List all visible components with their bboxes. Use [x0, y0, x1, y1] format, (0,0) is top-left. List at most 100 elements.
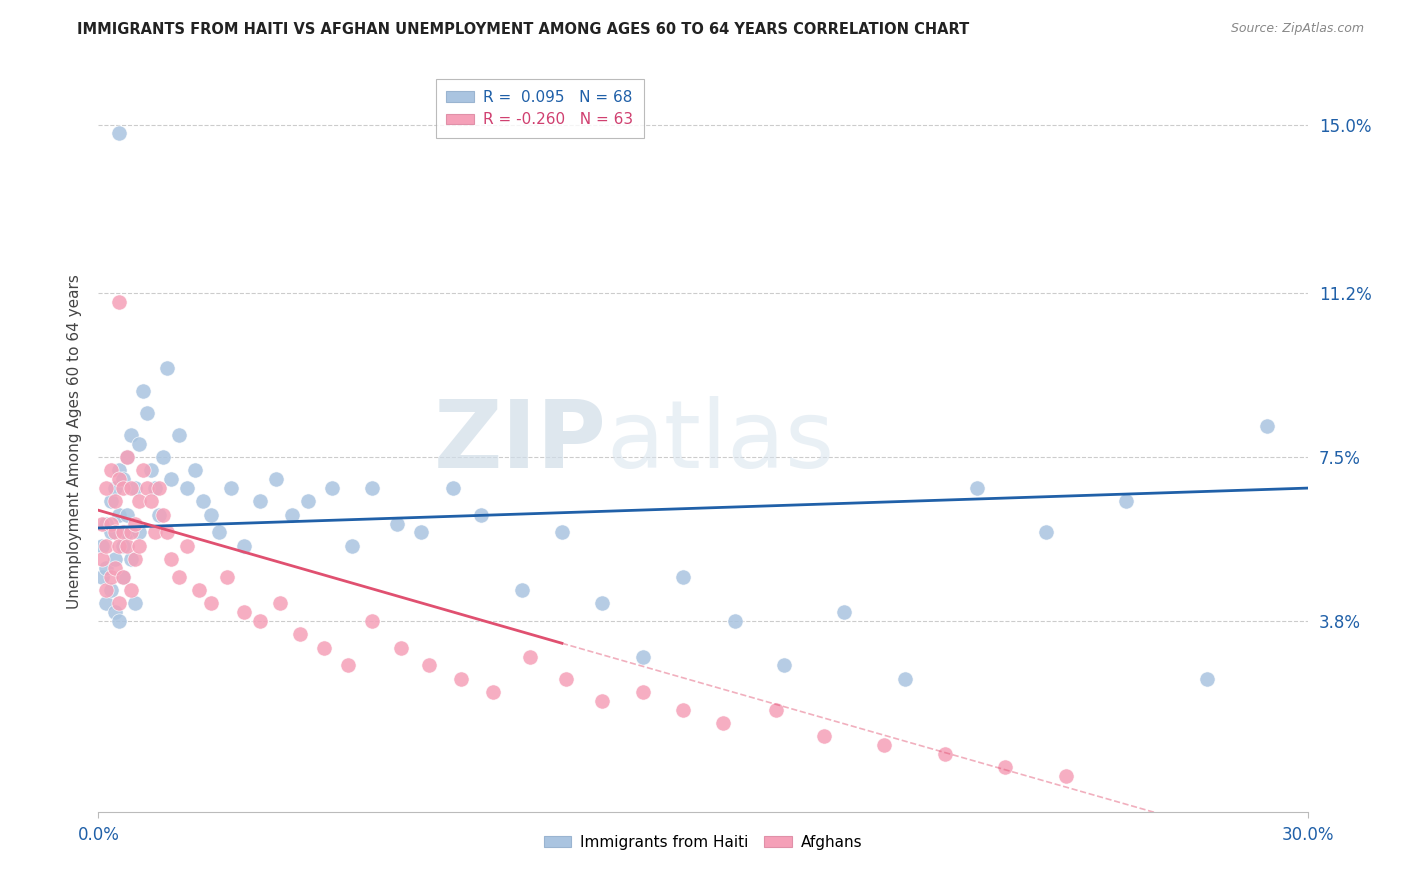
Point — [232, 605, 254, 619]
Point — [100, 494, 122, 508]
Point — [631, 649, 654, 664]
Point — [124, 516, 146, 531]
Point — [103, 481, 125, 495]
Point — [765, 703, 787, 717]
Point — [418, 658, 440, 673]
Point — [128, 436, 150, 450]
Point — [152, 450, 174, 464]
Point — [91, 539, 114, 553]
Point — [128, 539, 150, 553]
Point — [672, 570, 695, 584]
Point — [96, 582, 118, 597]
Point — [91, 552, 114, 566]
Point — [120, 481, 142, 495]
Point — [91, 570, 114, 584]
Point — [482, 685, 505, 699]
Point — [232, 539, 254, 553]
Point — [893, 672, 915, 686]
Point — [249, 614, 271, 628]
Point — [772, 658, 794, 673]
Text: IMMIGRANTS FROM HAITI VS AFGHAN UNEMPLOYMENT AMONG AGES 60 TO 64 YEARS CORRELATI: IMMIGRANTS FROM HAITI VS AFGHAN UNEMPLOY… — [77, 22, 970, 37]
Point — [115, 525, 138, 540]
Point — [193, 494, 215, 508]
Point — [994, 760, 1017, 774]
Point — [591, 694, 613, 708]
Point — [103, 525, 125, 540]
Point — [96, 481, 118, 495]
Point — [200, 508, 222, 522]
Point — [510, 582, 533, 597]
Point — [111, 570, 134, 584]
Point — [409, 525, 432, 540]
Point — [139, 494, 162, 508]
Point — [966, 481, 988, 495]
Point — [555, 672, 578, 686]
Point — [128, 525, 150, 540]
Point — [519, 649, 541, 664]
Point — [100, 525, 122, 540]
Point — [107, 614, 129, 628]
Point — [103, 561, 125, 575]
Point — [100, 516, 122, 531]
Point — [135, 406, 157, 420]
Point — [385, 516, 408, 531]
Point — [450, 672, 472, 686]
Point — [124, 481, 146, 495]
Point — [184, 463, 207, 477]
Point — [111, 481, 134, 495]
Point — [711, 716, 734, 731]
Point — [128, 494, 150, 508]
Point — [103, 605, 125, 619]
Point — [156, 361, 179, 376]
Point — [107, 472, 129, 486]
Point — [156, 525, 179, 540]
Point — [389, 640, 412, 655]
Point — [160, 552, 183, 566]
Text: ZIP: ZIP — [433, 395, 606, 488]
Point — [832, 605, 855, 619]
Point — [1115, 494, 1137, 508]
Point — [934, 747, 956, 761]
Point — [124, 596, 146, 610]
Point — [167, 570, 190, 584]
Point — [176, 481, 198, 495]
Point — [297, 494, 319, 508]
Point — [139, 463, 162, 477]
Point — [1054, 769, 1077, 783]
Point — [288, 627, 311, 641]
Point — [176, 539, 198, 553]
Point — [120, 552, 142, 566]
Point — [107, 127, 129, 141]
Point — [208, 525, 231, 540]
Point — [107, 596, 129, 610]
Point — [100, 570, 122, 584]
Point — [631, 685, 654, 699]
Point — [103, 494, 125, 508]
Point — [115, 508, 138, 522]
Point — [115, 450, 138, 464]
Point — [132, 384, 155, 398]
Point — [120, 582, 142, 597]
Point — [111, 539, 134, 553]
Point — [96, 561, 118, 575]
Point — [143, 525, 166, 540]
Point — [361, 614, 384, 628]
Point — [813, 730, 835, 744]
Point — [160, 472, 183, 486]
Point — [120, 428, 142, 442]
Point — [281, 508, 304, 522]
Point — [470, 508, 492, 522]
Point — [124, 552, 146, 566]
Point — [1035, 525, 1057, 540]
Point — [1195, 672, 1218, 686]
Point — [120, 525, 142, 540]
Text: atlas: atlas — [606, 395, 835, 488]
Point — [264, 472, 287, 486]
Point — [249, 494, 271, 508]
Point — [143, 481, 166, 495]
Point — [873, 738, 896, 752]
Point — [200, 596, 222, 610]
Point — [107, 294, 129, 309]
Point — [314, 640, 336, 655]
Point — [724, 614, 747, 628]
